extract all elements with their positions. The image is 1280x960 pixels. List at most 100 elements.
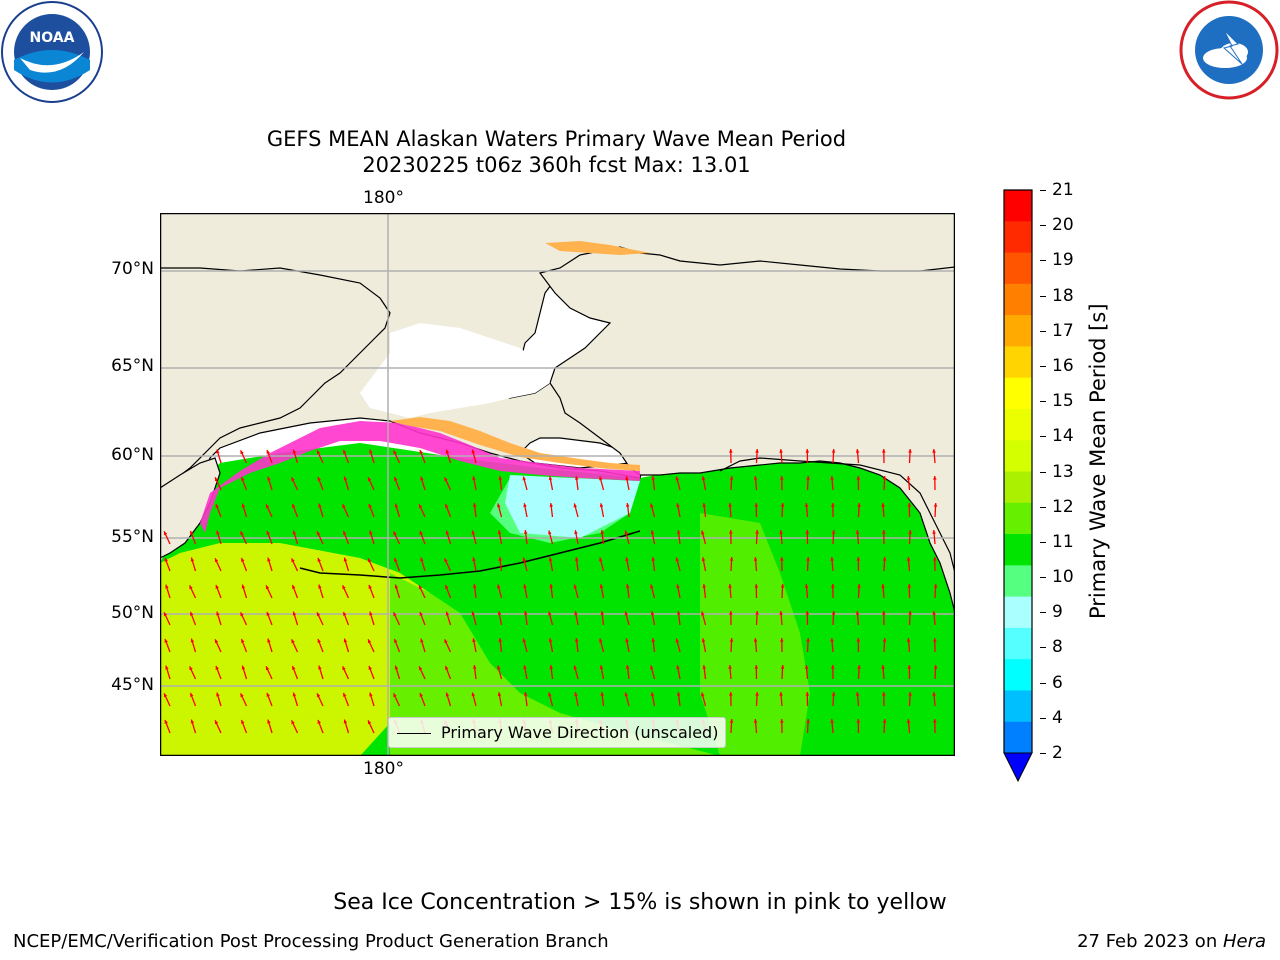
wave-arrow-head bbox=[523, 584, 527, 589]
colorbar-frame bbox=[1003, 189, 1033, 753]
wave-arrow-head bbox=[907, 584, 912, 588]
colorbar-tick-mark bbox=[1040, 225, 1046, 227]
wave-arrow-head bbox=[805, 449, 810, 453]
wave-arrow-head bbox=[190, 692, 194, 697]
sea-ice-arctic-orange bbox=[545, 241, 650, 255]
wave-arrow-head bbox=[650, 611, 655, 616]
lon-label-bottom: 180° bbox=[363, 759, 404, 779]
wave-arrow-head bbox=[216, 530, 220, 535]
colorbar-segment bbox=[1004, 315, 1032, 347]
wave-arrow-head bbox=[932, 449, 936, 453]
colorbar-tick-label: 15 bbox=[1052, 391, 1074, 412]
colorbar-segment bbox=[1004, 596, 1032, 629]
colorbar-underflow-triangle bbox=[1003, 752, 1033, 783]
wave-arrow-head bbox=[266, 449, 270, 454]
wave-arrow-head bbox=[241, 503, 246, 508]
wave-arrow-head bbox=[445, 584, 449, 589]
colorbar-tick-mark bbox=[1040, 471, 1046, 473]
lat-label-60: 60°N bbox=[111, 445, 154, 465]
wave-arrow-head bbox=[805, 530, 810, 534]
wave-arrow-head bbox=[215, 584, 219, 589]
wave-arrow-head bbox=[600, 611, 605, 615]
wave-arrow-head bbox=[165, 665, 169, 670]
wave-arrow-head bbox=[702, 584, 707, 588]
legend-line-swatch bbox=[397, 733, 431, 734]
wave-arrow-head bbox=[498, 638, 503, 642]
wave-arrow-head bbox=[265, 666, 270, 671]
wave-arrow-head bbox=[625, 476, 629, 481]
lat-label-65: 65°N bbox=[111, 356, 154, 376]
wave-arrow-head bbox=[497, 611, 502, 616]
wave-arrow-head bbox=[164, 719, 168, 724]
wave-arrow-head bbox=[780, 719, 784, 723]
colorbar-tick-mark bbox=[1040, 295, 1046, 297]
wave-arrow-head bbox=[394, 503, 399, 508]
wave-arrow-head bbox=[779, 611, 783, 615]
wave-arrow-head bbox=[906, 638, 911, 642]
wave-arrow-head bbox=[216, 611, 220, 616]
wave-arrow-head bbox=[267, 557, 271, 562]
wave-arrow-head bbox=[625, 557, 629, 562]
wave-arrow-head bbox=[855, 692, 860, 696]
wave-arrow-head bbox=[624, 530, 629, 535]
wave-arrow-head bbox=[418, 666, 423, 671]
wave-arrow-head bbox=[932, 692, 936, 696]
wave-arrow-head bbox=[163, 693, 168, 698]
coastline-gulf-of-alaska bbox=[719, 457, 956, 574]
wave-arrow-head bbox=[472, 503, 477, 507]
ocean-period-8 bbox=[505, 475, 640, 538]
wave-arrow-head bbox=[805, 692, 810, 696]
wave-arrow-head bbox=[754, 665, 759, 669]
wave-arrow-head bbox=[599, 584, 604, 589]
wave-arrow-head bbox=[190, 638, 195, 643]
wave-arrow-head bbox=[650, 665, 654, 670]
wave-arrow-head bbox=[574, 611, 578, 616]
wave-arrow-head bbox=[472, 665, 477, 669]
wave-arrow-head bbox=[882, 449, 886, 453]
wave-arrow-head bbox=[190, 557, 195, 562]
wave-arrow-head bbox=[831, 584, 835, 588]
wave-arrow-head bbox=[318, 584, 322, 589]
colorbar-tick-mark bbox=[1040, 365, 1046, 367]
colorbar-tick-mark bbox=[1040, 577, 1046, 579]
wave-arrow-head bbox=[701, 476, 706, 481]
wave-arrow-head bbox=[650, 584, 654, 589]
wave-arrow-head bbox=[522, 557, 527, 562]
wave-arrow-head bbox=[755, 449, 759, 453]
colorbar-tick-label: 16 bbox=[1052, 355, 1074, 376]
nws-logo bbox=[1178, 0, 1280, 100]
colorbar-tick-label: 13 bbox=[1052, 461, 1074, 482]
wave-arrow-head bbox=[241, 665, 246, 670]
map-frame bbox=[159, 212, 956, 757]
wave-arrow-head bbox=[855, 449, 860, 453]
wave-arrow-head bbox=[444, 639, 448, 644]
wave-arrow-head bbox=[498, 476, 503, 480]
wave-arrow-head bbox=[420, 638, 424, 643]
wave-arrow-head bbox=[780, 638, 784, 642]
noaa-logo: NOAA bbox=[0, 0, 104, 104]
wave-arrow-head bbox=[881, 503, 885, 507]
wave-arrow-head bbox=[164, 638, 168, 643]
wave-arrow-head bbox=[497, 503, 501, 508]
colorbar-tick-mark bbox=[1040, 506, 1046, 508]
sea-ice-edge-orange bbox=[390, 417, 640, 471]
wave-arrow-head bbox=[291, 558, 295, 563]
wave-arrow-head bbox=[702, 665, 707, 669]
legend-label: Primary Wave Direction (unscaled) bbox=[441, 723, 719, 742]
wave-arrow-head bbox=[780, 665, 785, 669]
wave-arrow-head bbox=[573, 584, 578, 589]
wave-arrow-head bbox=[676, 584, 680, 589]
wave-arrow-head bbox=[857, 503, 861, 507]
wave-arrow-head bbox=[523, 503, 527, 508]
colorbar-segment bbox=[1004, 659, 1032, 691]
wave-arrow-head bbox=[420, 476, 424, 481]
wave-arrow-head bbox=[650, 530, 655, 535]
wave-arrow-head bbox=[855, 611, 860, 615]
wave-arrow-head bbox=[318, 503, 322, 508]
wave-arrow-head bbox=[882, 530, 886, 534]
wave-arrow-head bbox=[189, 666, 193, 671]
wave-arrow-head bbox=[933, 584, 938, 588]
wave-arrow-head bbox=[701, 557, 706, 562]
wave-arrow-head bbox=[651, 638, 656, 642]
wave-arrow-head bbox=[933, 638, 937, 642]
